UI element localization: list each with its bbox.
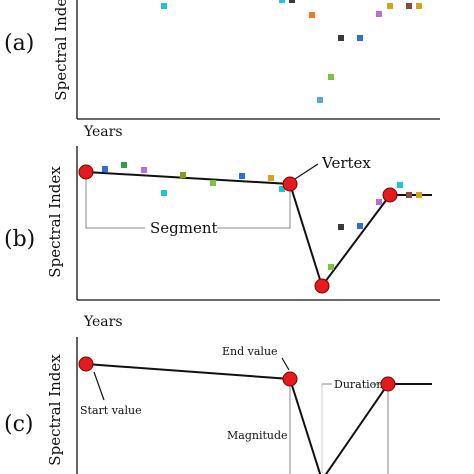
panel-c-magnitude-label: Magnitude	[227, 429, 288, 442]
panel-b-point-green	[121, 162, 127, 168]
panel-c-end-value-pointer	[281, 357, 290, 371]
panel-a-label: (a)	[4, 31, 34, 56]
panel-a-xlabel: Years	[83, 124, 123, 140]
panel-b-point-cyan-3	[397, 182, 403, 188]
panel-c-start-value-pointer	[93, 371, 105, 401]
panel-c-vertex-2	[282, 371, 298, 387]
panel-b-point-grey	[338, 224, 344, 230]
panel-c-label: (c)	[4, 412, 34, 437]
panel-a-ylabel: Spectral Index	[52, 0, 70, 101]
panel-c-vertex-3	[380, 376, 396, 392]
panel-a-point-gold-2	[416, 3, 422, 9]
panel-b-point-purple-2	[376, 199, 382, 205]
panel-a-point-orange	[309, 12, 315, 18]
panel-b: Years (b) Spectral Index Segment Vertex	[4, 124, 440, 301]
panel-a-point-blue	[357, 35, 363, 41]
panel-b-point-brown	[406, 192, 412, 198]
panel-b-point-blue	[102, 166, 108, 172]
panel-b-vertex-label: Vertex	[321, 154, 371, 172]
panel-b-vertex-pointer	[294, 163, 319, 180]
panel-a-point-cyan	[161, 3, 167, 9]
panel-b-point-gold	[268, 175, 274, 181]
panel-b-vertex-4	[382, 187, 398, 203]
panel-b-point-blue-2	[239, 173, 245, 179]
panel-a-point-brown	[406, 3, 412, 9]
panel-b-label: (b)	[4, 227, 35, 252]
panel-a-point-lightblue	[317, 97, 323, 103]
panel-b-vertex-1	[78, 164, 94, 180]
panel-b-point-blue-3	[357, 223, 363, 229]
panel-b-ylabel: Spectral Index	[46, 166, 64, 278]
panel-a: (a) Spectral Index	[4, 0, 440, 120]
panel-c-ylabel: Spectral Index	[46, 354, 64, 466]
panel-c-duration-label: Duration	[334, 378, 383, 391]
panel-b-point-lime	[328, 264, 334, 270]
panel-b-point-cyan	[161, 190, 167, 196]
panel-a-point-grey-2	[338, 35, 344, 41]
panel-c-end-value-label: End value	[222, 345, 278, 358]
panel-b-point-gold-2	[416, 192, 422, 198]
panel-b-fitted-line	[85, 171, 432, 289]
panel-b-xlabel: Years	[83, 314, 123, 330]
panel-b-vertex-3	[314, 278, 330, 294]
panel-c-vertex-1	[78, 356, 94, 372]
panel-c-fitted-line	[85, 363, 432, 474]
panel-b-segment-bracket	[85, 172, 291, 229]
panel-b-point-purple	[141, 167, 147, 173]
panel-a-point-grey	[289, 0, 295, 3]
panel-c-start-value-label: Start value	[80, 404, 142, 417]
panel-b-point-green-2	[210, 180, 216, 186]
panel-a-point-cyan-2	[279, 0, 285, 3]
panel-b-point-cyan-2	[279, 186, 285, 192]
panel-a-point-gold	[387, 3, 393, 9]
panel-c: Years (c) Spectral Index Duration End va…	[4, 314, 432, 474]
panel-a-point-green	[328, 74, 334, 80]
panel-a-point-purple	[376, 11, 382, 17]
panel-b-vertex-2	[282, 176, 298, 192]
panel-b-point-olive	[180, 172, 186, 178]
panel-b-segment-label: Segment	[150, 219, 218, 237]
